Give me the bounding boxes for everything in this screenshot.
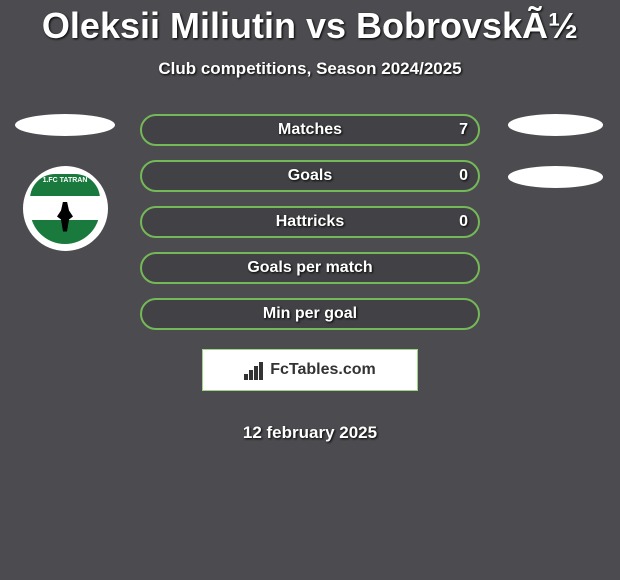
club-badge-left: 1.FC TATRAN	[23, 166, 108, 251]
stat-row-hattricks: Hattricks 0	[140, 206, 480, 238]
main-content: 1.FC TATRAN Matches 7 Goals 0 Hattricks …	[0, 114, 620, 443]
stats-column: Matches 7 Goals 0 Hattricks 0 Goals per …	[120, 114, 500, 443]
stat-label: Goals	[288, 167, 332, 185]
stat-label: Goals per match	[247, 259, 372, 277]
stat-label: Min per goal	[263, 305, 357, 323]
player-photo-placeholder-left	[15, 114, 115, 136]
page-subtitle: Club competitions, Season 2024/2025	[0, 59, 620, 79]
logo-text: FcTables.com	[270, 361, 376, 379]
stat-row-matches: Matches 7	[140, 114, 480, 146]
stat-row-min-per-goal: Min per goal	[140, 298, 480, 330]
stat-value: 7	[459, 121, 468, 139]
stat-label: Hattricks	[276, 213, 344, 231]
stat-label: Matches	[278, 121, 342, 139]
date-label: 12 february 2025	[243, 423, 377, 443]
badge-name: 1.FC TATRAN	[30, 177, 100, 184]
player-photo-placeholder-right-2	[508, 166, 603, 188]
fctables-logo[interactable]: FcTables.com	[202, 349, 418, 391]
left-column: 1.FC TATRAN	[10, 114, 120, 251]
stat-row-goals-per-match: Goals per match	[140, 252, 480, 284]
right-column	[500, 114, 610, 188]
stat-value: 0	[459, 213, 468, 231]
player-photo-placeholder-right-1	[508, 114, 603, 136]
stat-row-goals: Goals 0	[140, 160, 480, 192]
stat-value: 0	[459, 167, 468, 185]
page-title: Oleksii Miliutin vs BobrovskÃ½	[0, 5, 620, 47]
chart-icon	[244, 360, 266, 380]
